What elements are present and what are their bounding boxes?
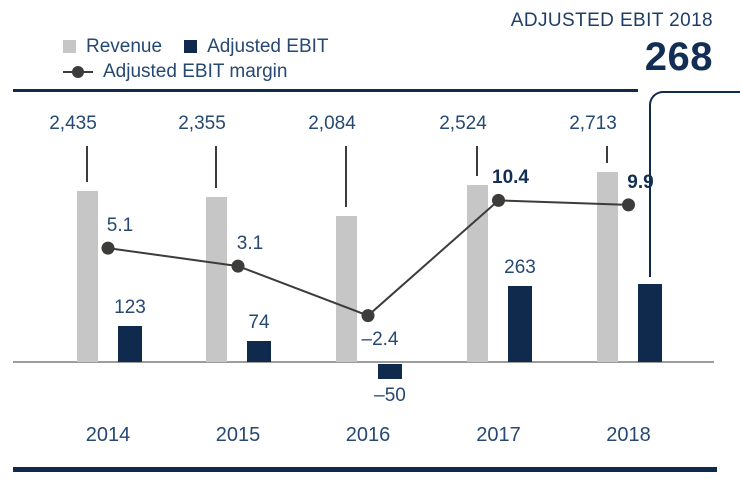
revenue-bar-2014 — [76, 191, 98, 362]
year-label-2014: 2014 — [85, 424, 131, 446]
legend-label-margin: Adjusted EBIT margin — [103, 60, 288, 82]
margin-point-2016 — [361, 309, 375, 323]
revenue-label-tick-2018 — [606, 146, 608, 163]
revenue-label-tick-2014 — [86, 146, 88, 183]
margin-point-2018 — [622, 198, 635, 212]
ebit-bar-2016 — [378, 364, 402, 379]
legend-swatch-revenue — [63, 40, 76, 53]
legend: Revenue Adjusted EBIT Adjusted EBIT marg… — [63, 34, 329, 84]
revenue-label-tick-2016 — [345, 146, 347, 207]
margin-point-2015 — [231, 259, 245, 273]
bottom-divider — [13, 467, 717, 472]
margin-value-label-2016: –2.4 — [361, 328, 399, 350]
ebit-bar-2017 — [508, 285, 532, 362]
headline-value: 268 — [644, 35, 713, 79]
ebit-value-label-2015: 74 — [248, 311, 270, 333]
headline-title: ADJUSTED EBIT 2018 — [510, 10, 713, 31]
legend-swatch-adjusted-ebit — [184, 40, 198, 53]
margin-value-label-2015: 3.1 — [236, 233, 264, 255]
revenue-label-tick-2017 — [476, 146, 478, 176]
legend-marker-margin-line-icon — [63, 65, 93, 78]
legend-label-revenue: Revenue — [86, 35, 163, 57]
revenue-label-tick-2015 — [215, 146, 217, 188]
revenue-value-label-2015: 2,355 — [178, 113, 226, 134]
margin-value-label-2018: 9.9 — [627, 171, 654, 193]
revenue-value-label-2014: 2,435 — [49, 113, 97, 134]
ebit-value-label-2017: 263 — [504, 256, 536, 278]
year-label-2016: 2016 — [345, 424, 391, 446]
year-label-2015: 2015 — [215, 424, 261, 446]
revenue-bar-2018 — [596, 171, 618, 362]
headline: ADJUSTED EBIT 2018 268 — [511, 10, 713, 77]
ebit-bar-2015 — [247, 340, 271, 362]
legend-row-1: Revenue Adjusted EBIT — [63, 34, 329, 59]
ebit-bar-2014 — [118, 326, 142, 362]
revenue-value-label-2017: 2,524 — [439, 113, 487, 134]
top-divider — [13, 89, 638, 92]
revenue-value-label-2018: 2,713 — [569, 113, 617, 134]
margin-point-2014 — [101, 241, 115, 255]
ebit-bar-2018 — [638, 284, 662, 362]
margin-point-2017 — [492, 193, 505, 207]
ebit-value-label-2016: –50 — [374, 384, 406, 406]
margin-value-label-2017: 10.4 — [492, 167, 529, 189]
ebit-value-label-2014: 123 — [114, 297, 146, 319]
callout-bracket — [649, 91, 740, 277]
legend-label-adjusted-ebit: Adjusted EBIT — [207, 35, 329, 57]
legend-marker-dot — [72, 65, 84, 78]
legend-row-2: Adjusted EBIT margin — [63, 59, 329, 84]
margin-value-label-2014: 5.1 — [106, 215, 134, 237]
revenue-bar-2015 — [205, 196, 227, 362]
year-label-2017: 2017 — [476, 424, 521, 446]
revenue-value-label-2016: 2,084 — [308, 113, 356, 134]
year-label-2018: 2018 — [606, 424, 651, 446]
x-axis-baseline — [13, 361, 714, 363]
